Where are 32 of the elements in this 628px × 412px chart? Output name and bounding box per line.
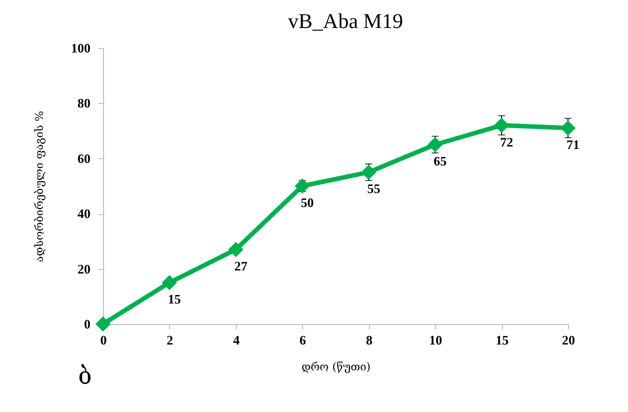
data-label: 71 xyxy=(566,137,580,152)
x-axis-title: დრო (წუთი) xyxy=(301,360,371,374)
x-tick-label: 0 xyxy=(100,332,107,348)
x-tick-label: 6 xyxy=(300,332,307,348)
y-axis-title: ადსორბირებული ფაგის % xyxy=(33,110,46,262)
x-tick-label: 4 xyxy=(233,332,240,348)
x-tick-label: 20 xyxy=(562,332,575,348)
data-label: 15 xyxy=(168,292,182,307)
x-tick-label: 10 xyxy=(429,332,442,348)
point xyxy=(428,137,443,152)
point xyxy=(494,118,510,133)
point xyxy=(95,316,111,332)
y-tick-label: 20 xyxy=(78,261,90,276)
y-tick-label: 80 xyxy=(78,96,90,111)
data-label: 65 xyxy=(434,154,448,169)
y-tick-label: 100 xyxy=(71,40,90,56)
y-tick-label: 60 xyxy=(78,150,90,166)
y-tick-label: 0 xyxy=(84,316,90,332)
y-tick-label: 40 xyxy=(78,206,90,222)
data-label: 72 xyxy=(500,134,514,150)
data-label: 27 xyxy=(234,258,248,274)
text: ბ xyxy=(78,362,92,390)
point xyxy=(162,275,178,290)
point xyxy=(228,242,244,258)
x-tick-label: 8 xyxy=(366,332,373,348)
x-tick-label: 15 xyxy=(496,332,510,348)
data-label: 55 xyxy=(367,181,381,196)
point xyxy=(294,178,310,194)
x-tick-label: 2 xyxy=(166,332,174,348)
point xyxy=(361,164,376,180)
chart-title: vB_Aba M19 xyxy=(288,9,403,33)
data-label: 50 xyxy=(300,195,314,210)
